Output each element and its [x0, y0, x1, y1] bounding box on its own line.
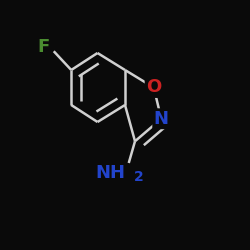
Text: 2: 2	[134, 170, 143, 184]
Text: F: F	[38, 38, 50, 56]
Text: O: O	[146, 78, 162, 96]
Text: N: N	[154, 110, 169, 128]
Text: NH: NH	[95, 164, 125, 182]
